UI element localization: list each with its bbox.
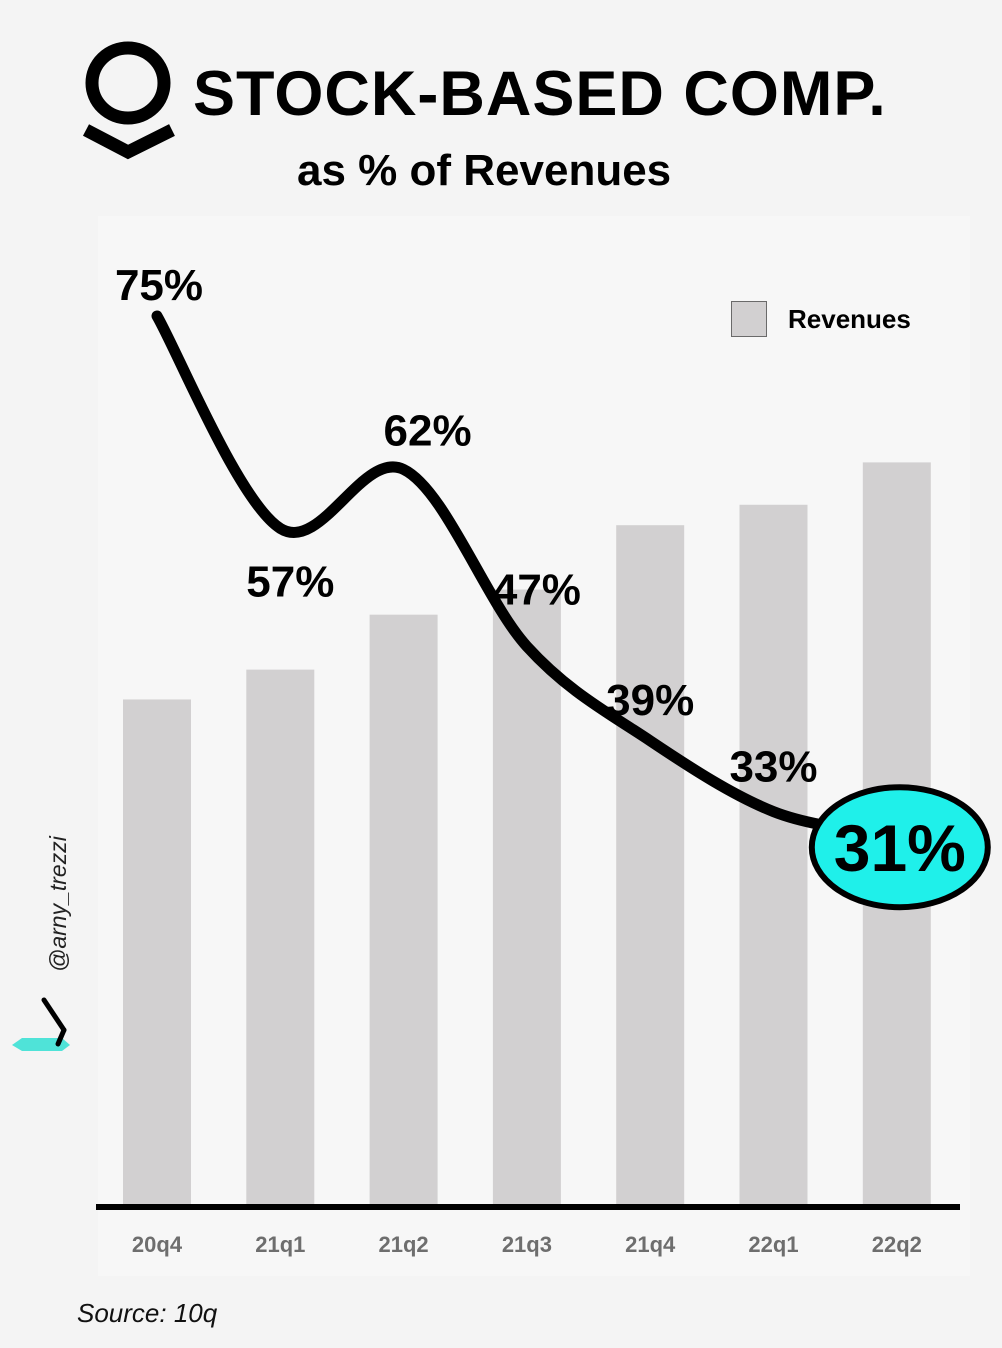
- author-watermark: [0, 800, 80, 1060]
- x-tick-label: 22q2: [872, 1232, 922, 1257]
- legend-label: Revenues: [788, 303, 911, 334]
- highlight-label: 31%: [834, 811, 966, 885]
- page-title: STOCK-BASED COMP.: [193, 59, 887, 129]
- x-tick-label: 21q2: [379, 1232, 429, 1257]
- data-label-21q2: 62%: [384, 406, 472, 455]
- revenue-bar-21q2: [369, 614, 438, 1205]
- data-label-20q4: 75%: [115, 261, 203, 310]
- legend-swatch: [731, 301, 767, 337]
- sbc-percentage-line: [151, 310, 895, 841]
- x-tick-label: 20q4: [132, 1232, 183, 1257]
- author-handle: @arny_trezzi: [45, 836, 71, 972]
- data-label-22q1: 33%: [729, 743, 817, 792]
- revenue-bar-20q4: [123, 699, 191, 1205]
- data-label-21q4: 39%: [606, 676, 694, 725]
- data-label-21q3: 47%: [493, 565, 581, 614]
- revenue-bar-21q3: [492, 589, 561, 1205]
- x-tick-label: 21q1: [255, 1232, 305, 1257]
- revenue-bar-21q4: [616, 525, 685, 1205]
- revenue-bar-22q1: [739, 504, 808, 1205]
- page-subtitle: as % of Revenues: [297, 146, 672, 195]
- data-label-21q1: 57%: [246, 557, 334, 606]
- highlight-ellipse: [808, 784, 991, 911]
- palantir-logo-icon: [82, 41, 175, 160]
- source-note: Source: 10q: [77, 1298, 218, 1328]
- x-tick-label: 21q3: [502, 1232, 552, 1257]
- pencil-icon: [12, 997, 70, 1051]
- chart-legend: Revenues: [731, 301, 911, 337]
- x-tick-label: 21q4: [625, 1232, 676, 1257]
- revenue-bar-21q1: [246, 669, 315, 1205]
- x-tick-label: 22q1: [748, 1232, 798, 1257]
